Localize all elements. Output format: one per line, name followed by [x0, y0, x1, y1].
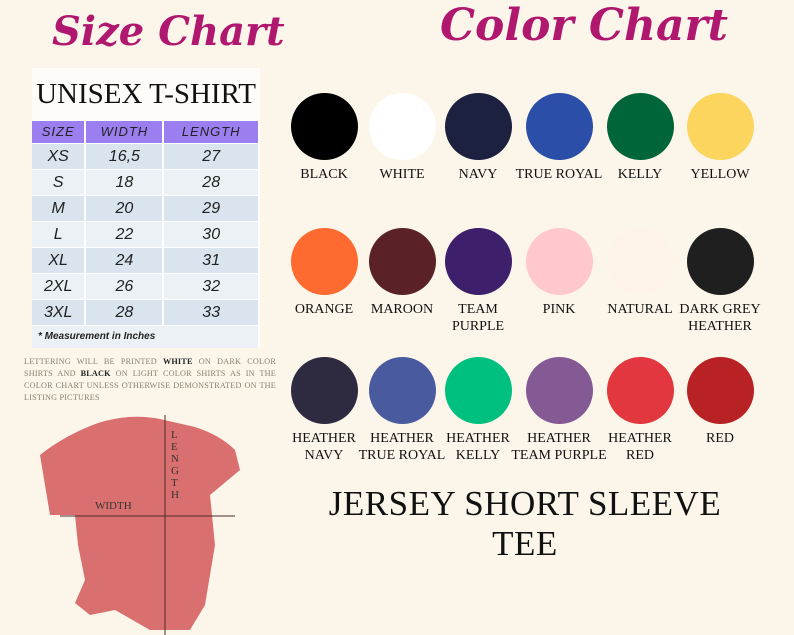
color-label: HEATHER RED [608, 431, 672, 463]
size-table-heading: UNISEX T-SHIRT [36, 78, 256, 110]
table-cell: 33 [163, 299, 260, 326]
column-header: LENGTH [163, 121, 260, 144]
table-row: XS 16,5 27 [32, 143, 260, 170]
color-label: HEATHER TRUE ROYAL [358, 431, 446, 463]
color-label: HEATHER NAVY [292, 431, 356, 463]
table-row: S 18 28 [32, 169, 260, 196]
tshirt-shape [40, 416, 240, 630]
table-cell: 32 [163, 273, 260, 300]
color-swatch [291, 93, 358, 160]
table-cell: 29 [163, 195, 260, 222]
color-label: RED [706, 431, 734, 446]
table-row: 3XL 28 33 [32, 299, 260, 326]
table-row: L 22 30 [32, 221, 260, 248]
color-label: TEAM PURPLE [451, 302, 505, 334]
table-cell: L [32, 221, 87, 248]
table-cell: 18 [85, 169, 165, 196]
color-swatch [607, 93, 674, 160]
table-cell: 28 [85, 299, 165, 326]
size-table: SIZE WIDTH LENGTH XS 16,5 27 S 18 28 M 20 29 L 22 3… [32, 121, 260, 348]
color-swatch [369, 228, 436, 295]
color-swatch [445, 228, 512, 295]
color-swatch [369, 357, 436, 424]
color-label: HEATHER KELLY [446, 431, 510, 463]
color-swatch [526, 93, 593, 160]
width-label: WIDTH [95, 500, 132, 512]
color-label: ORANGE [294, 302, 354, 317]
table-cell: 22 [85, 221, 165, 248]
measurement-note: * Measurement in Inches [32, 325, 260, 348]
color-swatch [369, 93, 436, 160]
table-cell: 24 [85, 247, 165, 274]
color-label: NAVY [458, 167, 498, 182]
color-label: MAROON [370, 302, 434, 317]
table-cell: 2XL [32, 273, 87, 300]
table-cell: 27 [163, 143, 260, 170]
color-swatch [687, 228, 754, 295]
color-swatch [291, 228, 358, 295]
table-cell: XL [32, 247, 87, 274]
lettering-text: on light color shirts as in the color ch… [24, 369, 276, 402]
table-cell: M [32, 195, 87, 222]
size-chart-title: Size Chart [52, 8, 285, 55]
table-cell: 3XL [32, 299, 87, 326]
lettering-black: BLACK [80, 369, 111, 378]
table-cell: XS [32, 143, 87, 170]
color-label: YELLOW [690, 167, 750, 182]
table-cell: 30 [163, 221, 260, 248]
table-row: M 20 29 [32, 195, 260, 222]
color-swatch [687, 93, 754, 160]
color-label: PINK [542, 302, 576, 317]
table-cell: 16,5 [85, 143, 165, 170]
table-cell: 26 [85, 273, 165, 300]
lettering-text: on dark color shirts and [24, 357, 276, 378]
table-cell: 31 [163, 247, 260, 274]
color-swatch [687, 357, 754, 424]
color-label: HEATHER TEAM PURPLE [511, 431, 607, 463]
table-footer-row: * Measurement in Inches [32, 325, 260, 348]
color-swatch [291, 357, 358, 424]
color-label: BLACK [300, 167, 348, 182]
color-swatch [526, 357, 593, 424]
color-chart-title: Color Chart [440, 0, 728, 51]
color-label: WHITE [379, 167, 425, 182]
color-swatch [526, 228, 593, 295]
table-cell: S [32, 169, 87, 196]
lettering-note: Lettering will be printed WHITE on dark … [24, 356, 276, 404]
color-swatch [607, 357, 674, 424]
table-cell: 20 [85, 195, 165, 222]
color-swatch [607, 228, 674, 295]
column-header: SIZE [32, 121, 87, 144]
lettering-text: Lettering will be printed [24, 357, 163, 366]
product-subtitle: JERSEY SHORT SLEEVE TEE [328, 484, 722, 563]
lettering-white: WHITE [162, 357, 193, 366]
color-swatch [445, 357, 512, 424]
table-row: XL 24 31 [32, 247, 260, 274]
color-label: NATURAL [607, 302, 673, 317]
color-label: KELLY [617, 167, 663, 182]
color-swatch [445, 93, 512, 160]
column-header: WIDTH [85, 121, 165, 144]
table-row: 2XL 26 32 [32, 273, 260, 300]
color-label: TRUE ROYAL [515, 167, 603, 182]
table-cell: 28 [163, 169, 260, 196]
color-label: DARK GREY HEATHER [679, 302, 761, 334]
